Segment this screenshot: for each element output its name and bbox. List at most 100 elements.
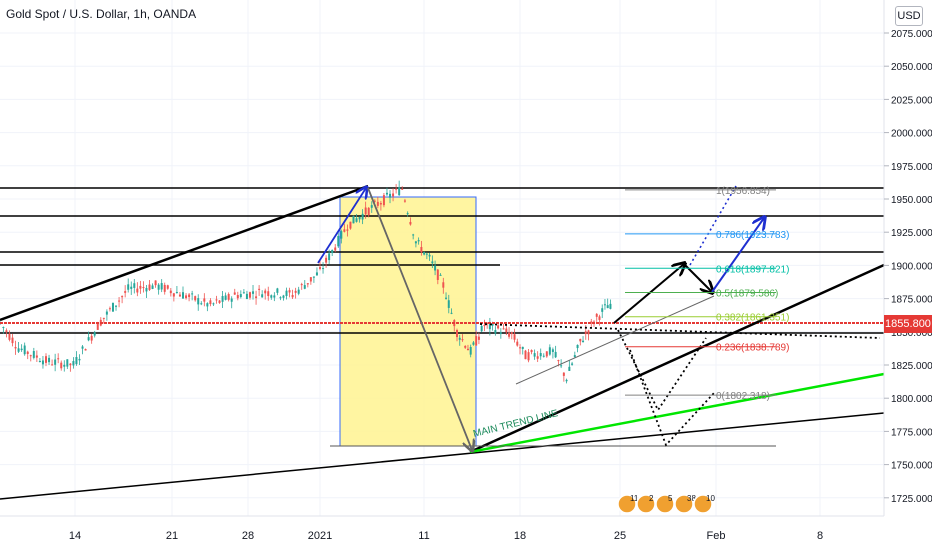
rising-channel-line[interactable] — [469, 263, 885, 454]
candle-body — [395, 188, 398, 190]
candle-body — [389, 193, 392, 198]
fib-level-label: 1(1956.854) — [716, 186, 770, 197]
candle-body — [145, 288, 148, 292]
candle-body — [206, 303, 209, 307]
candle-body — [497, 325, 500, 329]
fibonacci-retracement[interactable]: 1(1956.854) 0.786(1923.783) 0.618(1897.821… — [625, 186, 789, 402]
candle-body — [264, 290, 267, 294]
candle-body — [124, 291, 127, 293]
candle-body — [516, 341, 519, 346]
candle-body — [178, 294, 181, 297]
candle-body — [458, 337, 461, 340]
candle-body — [93, 332, 96, 336]
price-axis[interactable] — [884, 0, 932, 516]
candle-body — [587, 330, 590, 335]
candle-body — [428, 254, 431, 257]
decline-arrow[interactable] — [367, 187, 472, 450]
time-axis-ticks: 14 21 28 2021 11 18 25 Feb 8 — [69, 530, 823, 542]
candle-body — [288, 290, 291, 293]
dotted-extension-line[interactable] — [479, 323, 881, 339]
candle-body — [63, 364, 66, 367]
dotted-target-line[interactable] — [689, 185, 737, 266]
currency-button[interactable]: USD — [895, 6, 923, 26]
candle-body — [536, 356, 539, 359]
candle-body — [414, 241, 417, 244]
candle-body — [595, 313, 598, 317]
candle-body — [472, 342, 475, 345]
candle-body — [508, 332, 511, 337]
fib-level-label: 0.5(1879.586) — [716, 289, 778, 300]
candle-body — [108, 308, 111, 310]
candle-body — [87, 337, 90, 341]
candle-body — [270, 295, 273, 298]
economic-events[interactable]: 11 2 5 38 10 — [617, 494, 715, 514]
time-tick-label: 14 — [69, 530, 81, 542]
candle-body — [151, 285, 154, 289]
price-tick-label: 1900.000 — [891, 261, 932, 272]
price-tick-label: 1975.000 — [891, 162, 932, 173]
time-axis[interactable] — [0, 516, 932, 550]
candle-body — [306, 283, 309, 285]
uptrend-line[interactable] — [0, 184, 369, 322]
candle-body — [431, 261, 434, 264]
candle-body — [191, 293, 194, 295]
candle-body — [45, 356, 47, 363]
candle-body — [309, 277, 312, 282]
candle-body — [598, 316, 601, 320]
candle-body — [461, 339, 464, 341]
candle-body — [494, 330, 497, 334]
candle-body — [315, 272, 318, 276]
candle-body — [403, 200, 406, 202]
price-tick-label: 2075.000 — [891, 29, 932, 40]
candle-body — [285, 290, 288, 297]
candle-body — [505, 328, 508, 333]
candle-body — [343, 229, 346, 232]
candle-body — [376, 201, 379, 206]
projection-up-arrow[interactable] — [613, 264, 684, 324]
candle-body — [90, 335, 93, 341]
candle-body — [194, 296, 197, 301]
candle-body — [364, 207, 367, 215]
price-tick-label: 1825.000 — [891, 361, 932, 372]
candle-body — [294, 290, 297, 293]
event-count: 5 — [668, 494, 673, 503]
event-flag-icon[interactable] — [617, 494, 637, 514]
candle-body — [502, 328, 505, 330]
candle-body — [483, 325, 486, 327]
fib-level-label: 0.382(1861.351) — [716, 313, 789, 324]
long-support-line[interactable] — [0, 412, 885, 500]
candle-body — [148, 284, 151, 290]
candle-body — [406, 213, 409, 215]
event-flag-icon[interactable] — [655, 494, 675, 514]
candle-body — [499, 332, 502, 335]
event-flag-icon[interactable] — [674, 494, 694, 514]
impulse-arrow[interactable] — [317, 188, 366, 264]
thin-channel-line[interactable] — [515, 295, 715, 385]
dotted-scenario-2[interactable] — [629, 349, 715, 447]
main-trend-line[interactable] — [469, 372, 885, 454]
candle-body — [590, 321, 593, 323]
candle-body — [5, 330, 8, 333]
candle-body — [32, 351, 35, 358]
candle-body — [267, 291, 270, 297]
candle-body — [477, 336, 480, 340]
candle-body — [601, 308, 604, 312]
candle-body — [539, 353, 542, 357]
candle-body — [233, 292, 236, 295]
candle-body — [38, 360, 41, 362]
time-tick-label: 21 — [166, 530, 178, 542]
time-tick-label: 25 — [614, 530, 626, 542]
event-flag-icon[interactable] — [693, 494, 713, 514]
projection-target-arrow[interactable] — [711, 218, 764, 293]
event-flag-icon[interactable] — [636, 494, 656, 514]
candle-body — [230, 298, 233, 302]
candle-body — [221, 296, 224, 302]
candle-body — [392, 193, 395, 197]
price-tick-label: 1725.000 — [891, 494, 932, 505]
candle-body — [521, 346, 524, 349]
candle-body — [456, 330, 458, 338]
candle-body — [81, 346, 84, 349]
candle-body — [519, 347, 522, 349]
candle-body — [352, 215, 355, 224]
